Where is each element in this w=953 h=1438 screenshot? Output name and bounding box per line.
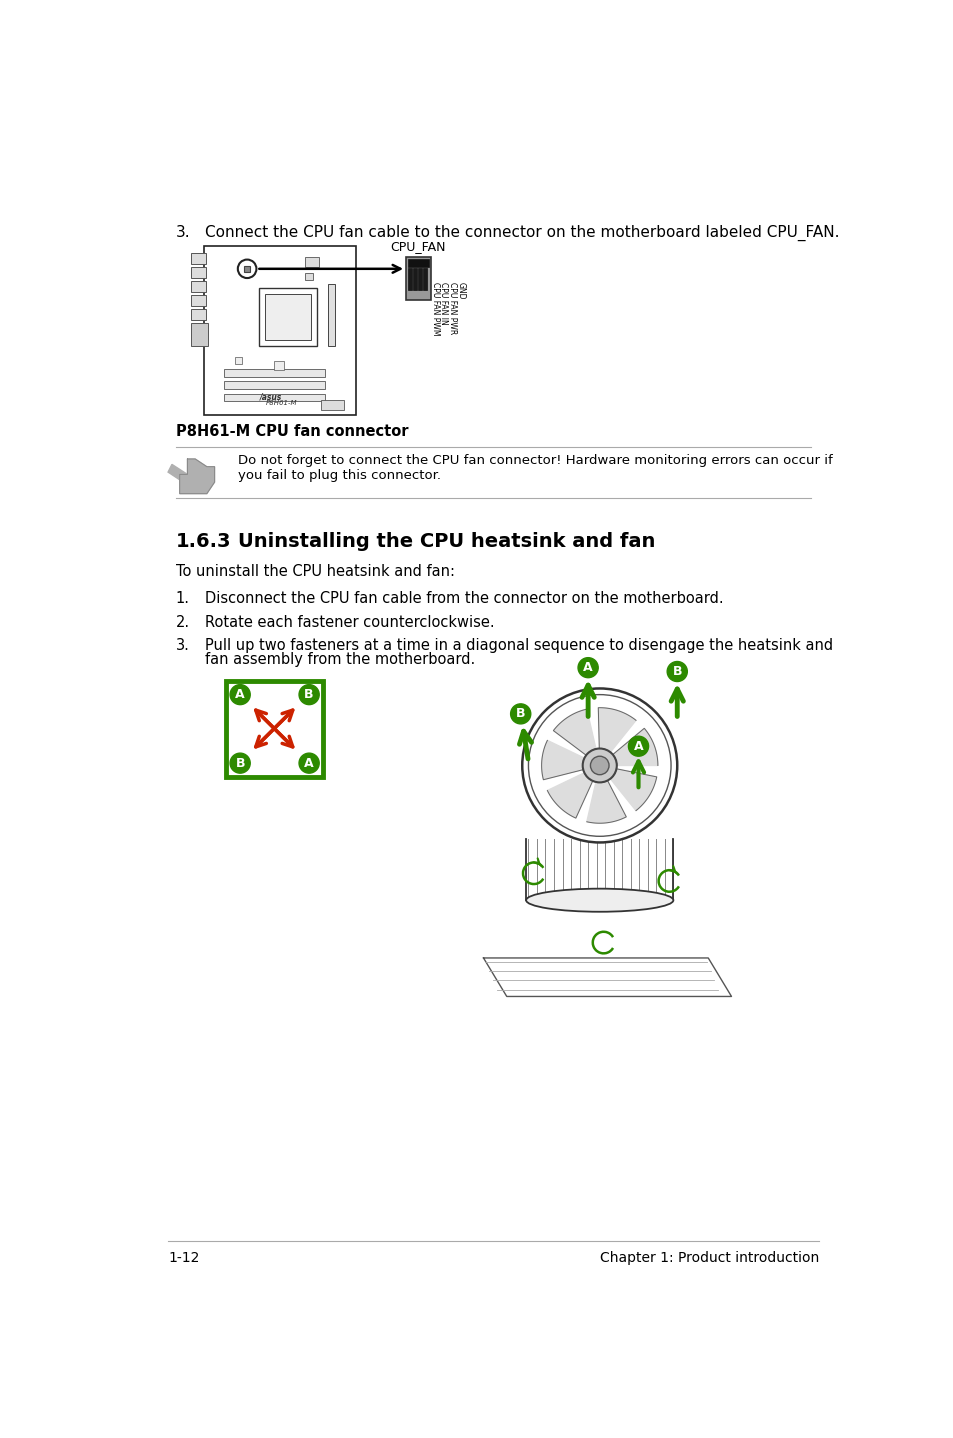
Circle shape <box>582 749 617 782</box>
Text: P8H61-M: P8H61-M <box>266 400 297 406</box>
Circle shape <box>590 756 608 775</box>
Circle shape <box>666 661 686 682</box>
Polygon shape <box>547 772 592 818</box>
Circle shape <box>237 260 256 278</box>
Circle shape <box>510 703 530 723</box>
Circle shape <box>230 684 250 705</box>
Bar <box>305 273 313 280</box>
Bar <box>191 322 208 345</box>
Bar <box>224 381 324 388</box>
Polygon shape <box>586 781 625 823</box>
Text: you fail to plug this connector.: you fail to plug this connector. <box>237 469 440 482</box>
Text: A: A <box>582 661 593 674</box>
Text: To uninstall the CPU heatsink and fan:: To uninstall the CPU heatsink and fan: <box>175 565 455 580</box>
Circle shape <box>298 684 319 705</box>
Circle shape <box>521 689 677 843</box>
Text: Pull up two fasteners at a time in a diagonal sequence to disengage the heatsink: Pull up two fasteners at a time in a dia… <box>205 637 833 653</box>
Text: B: B <box>516 707 525 720</box>
Text: Do not forget to connect the CPU fan connector! Hardware monitoring errors can o: Do not forget to connect the CPU fan con… <box>237 453 832 466</box>
Text: B: B <box>235 756 245 769</box>
Bar <box>204 246 355 416</box>
Bar <box>274 361 283 371</box>
Bar <box>191 295 206 306</box>
Ellipse shape <box>525 889 673 912</box>
Text: CPU_FAN: CPU_FAN <box>390 240 446 253</box>
Polygon shape <box>610 769 656 811</box>
Text: P8H61-M CPU fan connector: P8H61-M CPU fan connector <box>175 424 408 440</box>
Bar <box>191 282 206 292</box>
Text: 3.: 3. <box>175 637 190 653</box>
Text: /asus: /asus <box>259 393 281 401</box>
Polygon shape <box>553 709 596 755</box>
Bar <box>320 400 344 410</box>
Text: CPU FAN IN: CPU FAN IN <box>439 282 448 325</box>
Bar <box>258 288 316 345</box>
Circle shape <box>298 754 319 774</box>
Bar <box>244 266 250 272</box>
Bar <box>191 309 206 319</box>
Text: CPU FAN PWR: CPU FAN PWR <box>448 282 456 334</box>
Polygon shape <box>168 464 187 480</box>
Text: CPU FAN PWM: CPU FAN PWM <box>431 282 439 335</box>
Text: 2.: 2. <box>175 614 190 630</box>
Bar <box>407 259 429 266</box>
Text: Disconnect the CPU fan cable from the connector on the motherboard.: Disconnect the CPU fan cable from the co… <box>205 591 723 607</box>
Circle shape <box>578 657 598 677</box>
Bar <box>191 253 206 265</box>
Bar <box>235 358 241 364</box>
Bar <box>413 267 416 289</box>
Bar <box>406 257 431 299</box>
Circle shape <box>628 736 648 756</box>
Bar <box>226 680 323 777</box>
Polygon shape <box>598 707 636 752</box>
Polygon shape <box>179 459 214 493</box>
Bar <box>224 370 324 377</box>
Text: Rotate each fastener counterclockwise.: Rotate each fastener counterclockwise. <box>205 614 495 630</box>
Text: Chapter 1: Product introduction: Chapter 1: Product introduction <box>599 1251 819 1264</box>
Bar <box>418 267 422 289</box>
Text: 1.6.3: 1.6.3 <box>175 532 231 551</box>
Bar <box>328 285 335 345</box>
Bar <box>224 394 324 401</box>
Polygon shape <box>483 958 731 997</box>
Text: A: A <box>304 756 314 769</box>
Text: GND: GND <box>456 282 465 299</box>
Bar <box>408 267 412 289</box>
Text: A: A <box>235 689 245 702</box>
Text: A: A <box>633 739 642 752</box>
Text: 3.: 3. <box>175 224 191 240</box>
Circle shape <box>528 695 670 837</box>
Bar <box>422 267 427 289</box>
Bar <box>265 295 311 339</box>
Bar <box>191 267 206 278</box>
Bar <box>305 257 319 266</box>
Text: fan assembly from the motherboard.: fan assembly from the motherboard. <box>205 651 475 666</box>
Polygon shape <box>612 728 658 765</box>
Text: B: B <box>672 664 681 679</box>
Text: Uninstalling the CPU heatsink and fan: Uninstalling the CPU heatsink and fan <box>237 532 655 551</box>
Text: B: B <box>304 689 314 702</box>
Text: 1-12: 1-12 <box>168 1251 199 1264</box>
Text: Connect the CPU fan cable to the connector on the motherboard labeled CPU_FAN.: Connect the CPU fan cable to the connect… <box>205 224 839 242</box>
Text: 1.: 1. <box>175 591 190 607</box>
Polygon shape <box>541 741 584 779</box>
Circle shape <box>230 754 250 774</box>
